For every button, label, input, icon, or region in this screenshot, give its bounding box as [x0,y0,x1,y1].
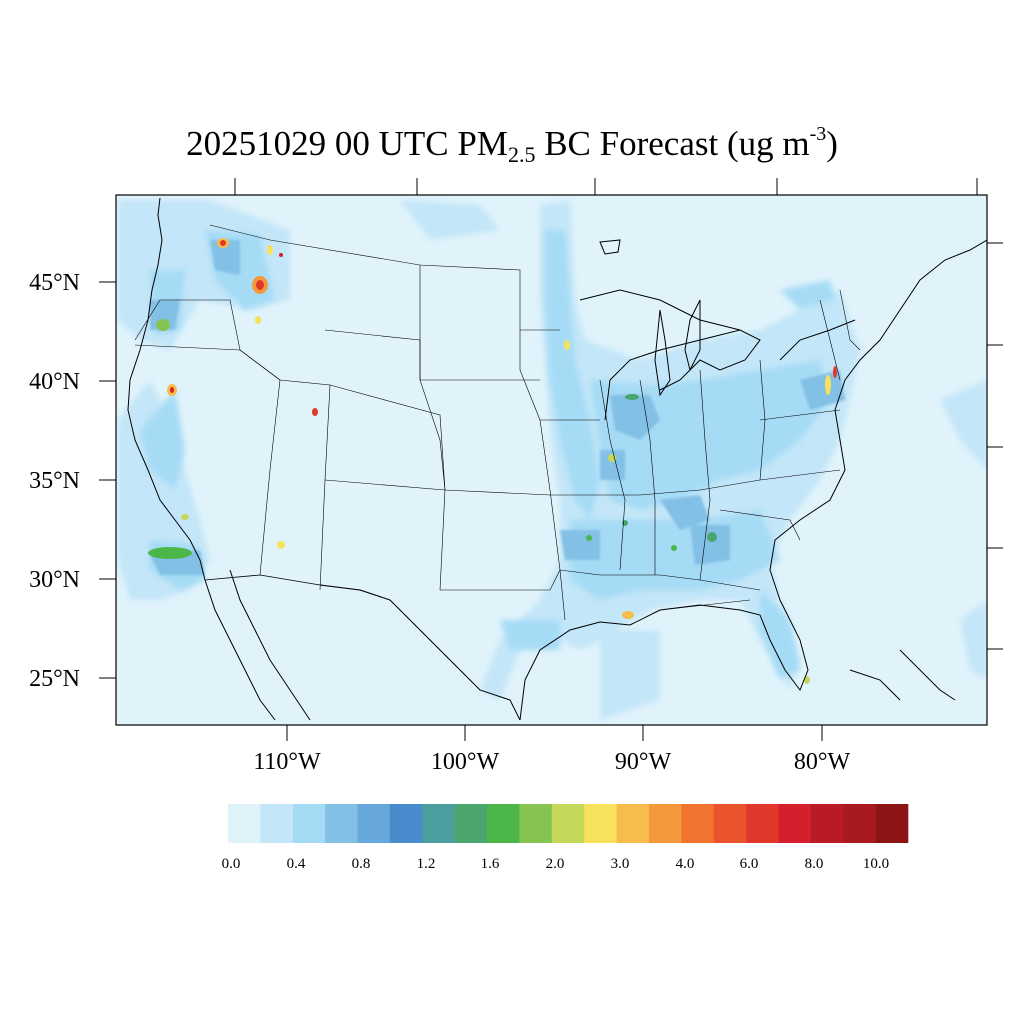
colorbar-cell [551,804,585,843]
hotspots [148,238,837,684]
colorbar-cell [487,804,520,843]
colorbar-tick-label: 3.0 [611,856,630,872]
colorbar-cell [422,804,455,843]
colorbar-cell [810,804,844,843]
colorbar-cell [681,804,715,843]
colorbar-tick-label: 10.0 [863,856,889,872]
colorbar-cell [648,804,682,843]
coastlines [127,197,987,721]
lat-label-45: 45°N [29,270,80,296]
colorbar-cell [746,804,779,843]
map-frame [115,194,988,726]
colorbar-cell [389,804,423,843]
colorbar-cell [875,804,909,843]
lat-ticks [99,281,116,679]
lon-ticks [286,725,823,741]
colorbar [228,804,909,843]
chart-title: 20251029 00 UTC PM2.5 BC Forecast (ug m-… [186,123,838,167]
colorbar-tick-label: 1.2 [417,856,436,872]
colorbar-cell [616,804,650,843]
colorbar-cell [778,804,812,843]
colorbar-cell [519,804,553,843]
lat-label-35: 35°N [29,468,80,494]
lon-labels: 110°W 100°W 90°W 80°W [253,749,850,775]
colorbar-cell [454,804,488,843]
colorbar-cell [228,804,261,843]
lon-label-90: 90°W [615,749,672,775]
colorbar-tick-label: 4.0 [676,856,695,872]
lat-labels: 45°N 40°N 35°N 30°N 25°N [29,270,80,692]
lat-label-30: 30°N [29,567,80,593]
top-ticks [234,178,978,195]
lon-label-80: 80°W [794,749,851,775]
lat-label-40: 40°N [29,369,80,395]
colorbar-cell [584,804,617,843]
colorbar-tick-label: 0.0 [222,856,241,872]
concentration-field [118,197,987,721]
mexico-border [204,574,481,691]
concentration-high [150,240,845,575]
state-borders [134,224,861,621]
colorbar-cell [843,804,876,843]
colorbar-cell [357,804,391,843]
lon-label-110: 110°W [253,749,321,775]
colorbar-tick-label: 6.0 [740,856,759,872]
colorbar-tick-label: 0.4 [287,856,306,872]
colorbar-tick-label: 0.8 [352,856,371,872]
right-ticks [987,242,1003,650]
colorbar-cell [292,804,326,843]
colorbar-cell [325,804,358,843]
colorbar-tick-label: 8.0 [805,856,824,872]
colorbar-cell [713,804,747,843]
lat-label-25: 25°N [29,666,80,692]
colorbar-cell [260,804,294,843]
lon-label-100: 100°W [431,749,500,775]
colorbar-labels: 0.0 0.4 0.8 1.2 1.6 2.0 3.0 4.0 6.0 8.0 … [222,856,890,872]
colorbar-tick-label: 2.0 [546,856,565,872]
colorbar-tick-label: 1.6 [481,856,500,872]
